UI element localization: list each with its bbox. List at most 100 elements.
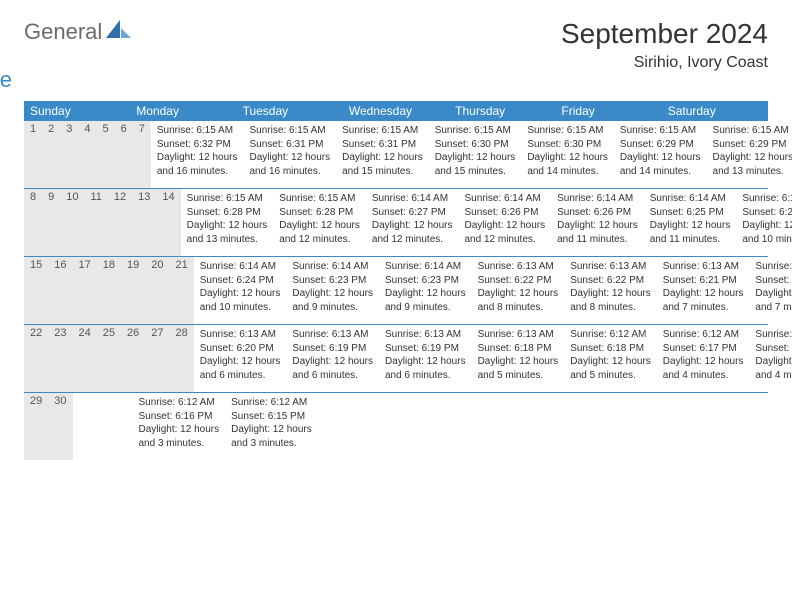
day-cell bbox=[318, 393, 330, 460]
daylight-line-2: and 14 minutes. bbox=[527, 165, 608, 179]
header-row: General Blue September 2024 Sirihio, Ivo… bbox=[24, 18, 768, 93]
daylight-line-1: Daylight: 12 hours bbox=[557, 219, 638, 233]
sunrise-line: Sunrise: 6:13 AM bbox=[478, 328, 559, 342]
daylight-line-2: and 4 minutes. bbox=[663, 369, 744, 383]
daynum-row: 22232425262728 bbox=[24, 325, 194, 392]
daynum-row: 1234567 bbox=[24, 121, 151, 188]
day-cell: Sunrise: 6:15 AMSunset: 6:32 PMDaylight:… bbox=[151, 121, 244, 188]
sunset-line: Sunset: 6:31 PM bbox=[249, 138, 330, 152]
daylight-line-2: and 10 minutes. bbox=[742, 233, 792, 247]
day-number: 2 bbox=[42, 121, 60, 188]
daylight-line-1: Daylight: 12 hours bbox=[139, 423, 220, 437]
sunrise-line: Sunrise: 6:13 AM bbox=[755, 260, 792, 274]
daylight-line-1: Daylight: 12 hours bbox=[187, 219, 268, 233]
daylight-line-1: Daylight: 12 hours bbox=[342, 151, 423, 165]
daylight-line-2: and 16 minutes. bbox=[157, 165, 238, 179]
daylight-line-2: and 12 minutes. bbox=[372, 233, 453, 247]
daylight-line-1: Daylight: 12 hours bbox=[742, 219, 792, 233]
daylight-line-1: Daylight: 12 hours bbox=[663, 287, 744, 301]
daylight-line-1: Daylight: 12 hours bbox=[478, 355, 559, 369]
day-cell: Sunrise: 6:14 AMSunset: 6:24 PMDaylight:… bbox=[194, 257, 287, 324]
sunset-line: Sunset: 6:18 PM bbox=[478, 342, 559, 356]
daylight-line-1: Daylight: 12 hours bbox=[200, 355, 281, 369]
day-cell: Sunrise: 6:15 AMSunset: 6:30 PMDaylight:… bbox=[521, 121, 614, 188]
day-number: 11 bbox=[85, 189, 108, 256]
sunrise-line: Sunrise: 6:14 AM bbox=[385, 260, 466, 274]
day-cell: Sunrise: 6:15 AMSunset: 6:29 PMDaylight:… bbox=[614, 121, 707, 188]
day-header-sunday: Sunday bbox=[24, 101, 130, 121]
day-cell: Sunrise: 6:13 AMSunset: 6:21 PMDaylight:… bbox=[657, 257, 750, 324]
title-block: September 2024 Sirihio, Ivory Coast bbox=[561, 18, 768, 72]
daylight-line-2: and 5 minutes. bbox=[478, 369, 559, 383]
day-cell: Sunrise: 6:15 AMSunset: 6:28 PMDaylight:… bbox=[273, 189, 366, 256]
day-cell bbox=[354, 393, 366, 460]
day-number: 24 bbox=[73, 325, 97, 392]
day-cell: Sunrise: 6:14 AMSunset: 6:27 PMDaylight:… bbox=[366, 189, 459, 256]
daynum-row: 2930 bbox=[24, 393, 133, 460]
day-number: 20 bbox=[145, 257, 169, 324]
day-number: 6 bbox=[115, 121, 133, 188]
day-header-tuesday: Tuesday bbox=[237, 101, 343, 121]
day-cell: Sunrise: 6:14 AMSunset: 6:23 PMDaylight:… bbox=[379, 257, 472, 324]
sunset-line: Sunset: 6:32 PM bbox=[157, 138, 238, 152]
daylight-line-2: and 6 minutes. bbox=[292, 369, 373, 383]
day-cell bbox=[366, 393, 378, 460]
day-number: 21 bbox=[170, 257, 194, 324]
sunrise-line: Sunrise: 6:12 AM bbox=[139, 396, 220, 410]
day-number: 13 bbox=[132, 189, 156, 256]
day-cell: Sunrise: 6:12 AMSunset: 6:16 PMDaylight:… bbox=[749, 325, 792, 392]
sunset-line: Sunset: 6:17 PM bbox=[663, 342, 744, 356]
day-cell: Sunrise: 6:13 AMSunset: 6:19 PMDaylight:… bbox=[286, 325, 379, 392]
logo-sail-icon bbox=[106, 18, 132, 45]
sunset-line: Sunset: 6:28 PM bbox=[187, 206, 268, 220]
day-cell: Sunrise: 6:14 AMSunset: 6:23 PMDaylight:… bbox=[286, 257, 379, 324]
day-number bbox=[73, 393, 85, 460]
daylight-line-2: and 15 minutes. bbox=[342, 165, 423, 179]
day-cell: Sunrise: 6:15 AMSunset: 6:28 PMDaylight:… bbox=[181, 189, 274, 256]
daylight-line-1: Daylight: 12 hours bbox=[663, 355, 744, 369]
daylight-line-1: Daylight: 12 hours bbox=[755, 355, 792, 369]
daylight-line-2: and 7 minutes. bbox=[755, 301, 792, 315]
daylight-line-2: and 5 minutes. bbox=[570, 369, 651, 383]
sunset-line: Sunset: 6:31 PM bbox=[342, 138, 423, 152]
sunrise-line: Sunrise: 6:13 AM bbox=[570, 260, 651, 274]
sunset-line: Sunset: 6:16 PM bbox=[139, 410, 220, 424]
sunset-line: Sunset: 6:30 PM bbox=[435, 138, 516, 152]
daylight-line-1: Daylight: 12 hours bbox=[249, 151, 330, 165]
sunrise-line: Sunrise: 6:12 AM bbox=[755, 328, 792, 342]
day-number: 16 bbox=[48, 257, 72, 324]
week-row: 15161718192021Sunrise: 6:14 AMSunset: 6:… bbox=[24, 257, 768, 325]
day-header-saturday: Saturday bbox=[662, 101, 768, 121]
day-cell: Sunrise: 6:13 AMSunset: 6:20 PMDaylight:… bbox=[749, 257, 792, 324]
day-cell: Sunrise: 6:15 AMSunset: 6:30 PMDaylight:… bbox=[429, 121, 522, 188]
day-cell: Sunrise: 6:13 AMSunset: 6:22 PMDaylight:… bbox=[472, 257, 565, 324]
daylight-line-2: and 12 minutes. bbox=[465, 233, 546, 247]
calendar-grid: SundayMondayTuesdayWednesdayThursdayFrid… bbox=[24, 101, 768, 460]
daylight-line-2: and 8 minutes. bbox=[570, 301, 651, 315]
sunset-line: Sunset: 6:23 PM bbox=[292, 274, 373, 288]
sunrise-line: Sunrise: 6:13 AM bbox=[478, 260, 559, 274]
sunrise-line: Sunrise: 6:12 AM bbox=[231, 396, 312, 410]
daylight-line-2: and 16 minutes. bbox=[249, 165, 330, 179]
daylight-line-1: Daylight: 12 hours bbox=[527, 151, 608, 165]
day-cell: Sunrise: 6:13 AMSunset: 6:18 PMDaylight:… bbox=[472, 325, 565, 392]
day-number: 10 bbox=[60, 189, 84, 256]
logo: General Blue bbox=[24, 18, 132, 93]
day-number: 12 bbox=[108, 189, 132, 256]
daylight-line-2: and 14 minutes. bbox=[620, 165, 701, 179]
daylight-line-1: Daylight: 12 hours bbox=[385, 287, 466, 301]
daylight-line-2: and 13 minutes. bbox=[713, 165, 792, 179]
sunrise-line: Sunrise: 6:14 AM bbox=[557, 192, 638, 206]
sunrise-line: Sunrise: 6:14 AM bbox=[292, 260, 373, 274]
daylight-line-1: Daylight: 12 hours bbox=[292, 355, 373, 369]
sunrise-line: Sunrise: 6:13 AM bbox=[292, 328, 373, 342]
cells-row: Sunrise: 6:15 AMSunset: 6:28 PMDaylight:… bbox=[181, 189, 792, 256]
day-cell: Sunrise: 6:12 AMSunset: 6:16 PMDaylight:… bbox=[133, 393, 226, 460]
daylight-line-2: and 11 minutes. bbox=[650, 233, 731, 247]
sunset-line: Sunset: 6:28 PM bbox=[279, 206, 360, 220]
daylight-line-2: and 9 minutes. bbox=[385, 301, 466, 315]
day-number: 17 bbox=[73, 257, 97, 324]
cells-row: Sunrise: 6:14 AMSunset: 6:24 PMDaylight:… bbox=[194, 257, 792, 324]
logo-text-general: General bbox=[24, 19, 102, 45]
week-row: 2930Sunrise: 6:12 AMSunset: 6:16 PMDayli… bbox=[24, 393, 768, 460]
